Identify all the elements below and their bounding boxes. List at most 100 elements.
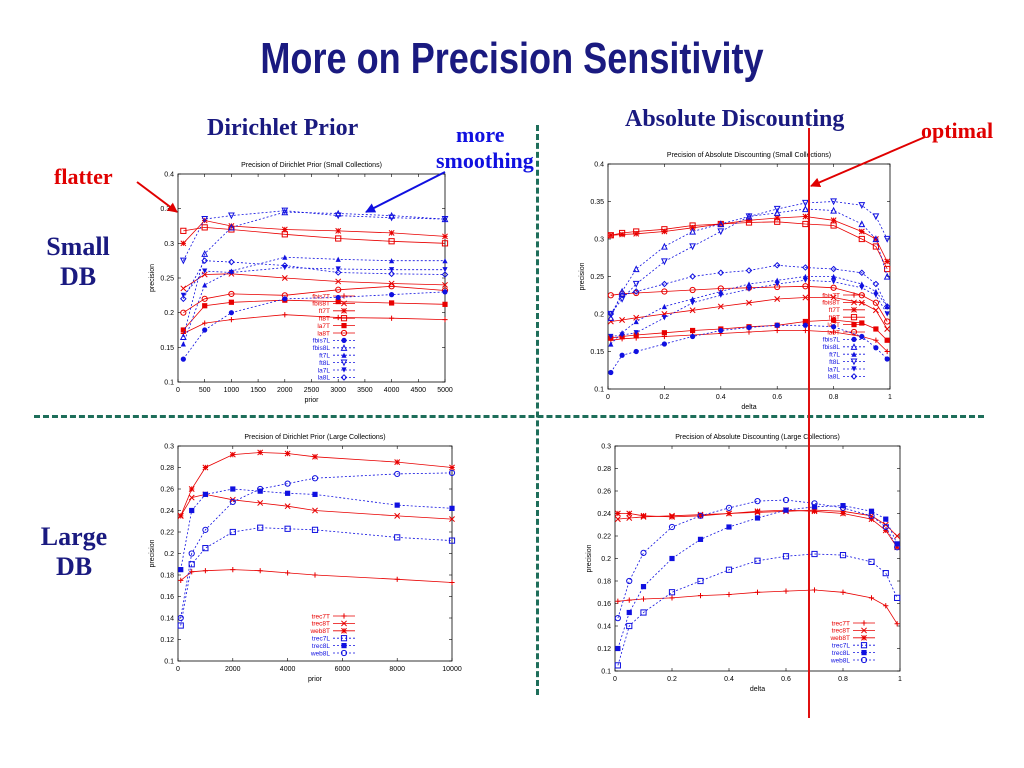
series-la8T bbox=[180, 283, 449, 316]
data-point bbox=[257, 524, 264, 531]
data-point bbox=[725, 566, 733, 573]
x-tick-label: 0.6 bbox=[781, 676, 791, 683]
data-point bbox=[282, 254, 288, 260]
series-line bbox=[183, 226, 446, 244]
data-point bbox=[830, 206, 838, 214]
data-point bbox=[228, 269, 234, 276]
data-point bbox=[201, 217, 208, 224]
data-point bbox=[640, 584, 647, 590]
data-point bbox=[830, 222, 837, 229]
y-tick-label: 0.3 bbox=[594, 237, 604, 244]
data-point bbox=[441, 215, 449, 223]
y-tick-label: 0.1 bbox=[594, 387, 604, 394]
data-point bbox=[872, 307, 879, 314]
row-label-small-db-text: DB bbox=[59, 262, 97, 291]
legend-label: web8L bbox=[310, 650, 331, 657]
annotation-optimal: optimal bbox=[921, 118, 994, 143]
data-point bbox=[188, 561, 195, 568]
x-tick-label: 0.8 bbox=[829, 394, 839, 401]
series-line bbox=[183, 285, 446, 314]
data-point bbox=[894, 533, 901, 539]
series-ft8T bbox=[180, 224, 449, 247]
data-point bbox=[811, 504, 818, 510]
data-point bbox=[335, 286, 342, 293]
data-point bbox=[633, 348, 639, 355]
legend-marker bbox=[850, 328, 858, 336]
data-point bbox=[180, 327, 186, 333]
data-point bbox=[615, 645, 621, 652]
y-tick-label: 0.26 bbox=[597, 489, 611, 496]
data-point bbox=[884, 258, 891, 265]
data-point bbox=[661, 315, 667, 321]
series-la8L bbox=[180, 257, 449, 303]
data-point bbox=[619, 352, 625, 358]
data-point bbox=[312, 507, 318, 514]
data-point bbox=[228, 317, 234, 323]
data-point bbox=[394, 459, 401, 466]
data-point bbox=[858, 228, 865, 235]
data-point bbox=[394, 470, 401, 478]
data-point bbox=[884, 311, 890, 317]
data-point bbox=[690, 333, 696, 340]
legend-label: la8L bbox=[318, 375, 331, 382]
data-point bbox=[202, 303, 208, 309]
y-axis-label: precision bbox=[579, 262, 586, 290]
series-ft8L bbox=[607, 198, 891, 318]
data-point bbox=[201, 257, 209, 264]
data-point bbox=[894, 544, 901, 551]
legend-marker bbox=[341, 293, 347, 299]
data-point bbox=[831, 279, 837, 285]
data-point bbox=[626, 577, 633, 585]
data-point bbox=[449, 579, 455, 586]
data-point bbox=[188, 494, 195, 501]
data-point bbox=[284, 525, 291, 532]
legend-label: fbis7T bbox=[312, 293, 330, 300]
data-point bbox=[389, 267, 395, 273]
data-point bbox=[882, 570, 889, 577]
data-point bbox=[661, 341, 667, 347]
data-point bbox=[802, 264, 809, 271]
series-line bbox=[610, 208, 888, 318]
data-point bbox=[830, 198, 838, 206]
data-point bbox=[883, 516, 889, 522]
data-point bbox=[228, 290, 235, 298]
data-point bbox=[335, 298, 341, 305]
data-point bbox=[689, 286, 696, 294]
data-point bbox=[883, 235, 891, 243]
x-tick-label: 1500 bbox=[250, 387, 266, 394]
data-point bbox=[619, 229, 626, 237]
legend-marker bbox=[851, 366, 857, 372]
legend-label: ft8T bbox=[319, 316, 330, 323]
data-point bbox=[177, 622, 184, 629]
legend-marker bbox=[341, 307, 347, 314]
data-point bbox=[201, 250, 209, 257]
data-point bbox=[334, 269, 342, 276]
data-point bbox=[868, 558, 875, 565]
data-point bbox=[442, 281, 448, 288]
data-point bbox=[831, 324, 837, 330]
data-point bbox=[801, 205, 809, 213]
data-point bbox=[442, 233, 448, 240]
data-point bbox=[754, 589, 761, 595]
data-point bbox=[660, 242, 668, 250]
data-point bbox=[442, 289, 448, 295]
data-point bbox=[229, 528, 236, 536]
data-point bbox=[883, 272, 891, 280]
data-point bbox=[188, 486, 195, 492]
data-point bbox=[726, 524, 732, 530]
legend-marker bbox=[851, 322, 857, 328]
data-point bbox=[783, 507, 789, 513]
data-point bbox=[334, 209, 342, 217]
legend-label: la7L bbox=[828, 366, 841, 373]
y-tick-label: 0.18 bbox=[597, 579, 611, 586]
data-point bbox=[626, 510, 633, 517]
data-point bbox=[872, 243, 879, 250]
data-point bbox=[690, 327, 696, 334]
data-point bbox=[754, 515, 761, 521]
x-tick-label: 1000 bbox=[224, 387, 240, 394]
data-point bbox=[872, 280, 880, 288]
series-la7L bbox=[608, 277, 890, 340]
series-fbis8L bbox=[179, 208, 449, 341]
y-tick-label: 0.22 bbox=[160, 530, 174, 537]
data-point bbox=[230, 486, 236, 492]
